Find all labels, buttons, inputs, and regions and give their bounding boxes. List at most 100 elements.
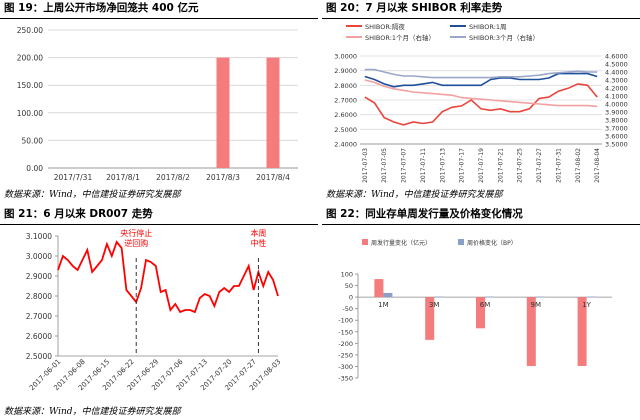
- y-tick-label: 0.00: [26, 164, 43, 173]
- source-note: 数据来源：Wind，中信建投证券研究发展部: [4, 407, 181, 417]
- bar: [383, 292, 393, 298]
- x-tick-label: 2017/8/1: [106, 173, 140, 182]
- source-note: 数据来源：Wind，中信建投证券研究发展部: [4, 190, 181, 200]
- panel-title: 图 20：7 月以来 SHIBOR 利率走势: [326, 2, 503, 14]
- bar-chart-open-market: 0.00 50.00 100.00 150.00 200.00 250.00 2017/7/…: [17, 26, 298, 182]
- bar: [476, 297, 485, 329]
- y-tick-label: 2.5000: [26, 352, 52, 361]
- y-tick-label: 2.6000: [26, 332, 52, 341]
- x-tick-label: 9M: [531, 301, 542, 309]
- y-tick-label-right: 3.5000: [605, 141, 628, 149]
- panel-fig21: 图 21：6 月以来 DR007 走势 2.5000 2.6000 2.7000 2.…: [0, 206, 318, 420]
- dr007-line: [57, 240, 279, 314]
- x-tick-label: 2017-07-31: [555, 148, 562, 183]
- y-tick-label-left: 3.0000: [334, 53, 357, 61]
- x-tick-label: 2017-07-13: [439, 148, 446, 183]
- line-chart-dr007: 2.5000 2.6000 2.7000 2.8000 2.9000 3.0000 3.10…: [26, 228, 283, 392]
- x-tick-label: 2017-08-02: [575, 148, 582, 183]
- x-tick-label: 2017-07-11: [420, 148, 427, 183]
- y-tick-label: 100.00: [17, 109, 43, 118]
- x-tick-label: 2017-07-19: [478, 148, 485, 183]
- source-note: 数据来源：Wind，中信建投证券研究发展部: [326, 190, 503, 200]
- y-tick-label-right: 4.2000: [605, 85, 628, 93]
- y-tick-label: 2.9000: [26, 272, 52, 281]
- title-divider: [322, 224, 640, 225]
- y-tick-label-right: 4.4000: [605, 69, 628, 77]
- y-tick-label: -350: [338, 375, 353, 383]
- bar: [266, 57, 280, 168]
- y-tick-label: -300: [338, 363, 353, 371]
- y-tick-label-left: 2.6000: [334, 111, 357, 119]
- legend-label: SHIBOR:1周: [469, 23, 507, 31]
- x-tick-label: 2017-07-07: [401, 148, 408, 183]
- series-line: [364, 68, 598, 79]
- x-tick-label: 2017-07-17: [459, 148, 466, 183]
- x-tick-label: 2017-07-05: [381, 148, 388, 183]
- y-tick-label: 150.00: [17, 81, 43, 90]
- legend-label: SHIBOR:1个月（右轴）: [365, 33, 435, 42]
- y-tick-label: 250.00: [17, 26, 43, 35]
- y-tick-label-right: 4.0000: [605, 101, 628, 109]
- y-tick-label-right: 4.6000: [605, 53, 628, 61]
- x-tick-label: 2017-07-03: [362, 148, 369, 183]
- y-tick-label: 200.00: [17, 54, 43, 63]
- y-tick-label: 50.00: [22, 136, 44, 145]
- x-tick-label: 2017/8/4: [256, 173, 290, 182]
- y-tick-label-left: 2.7000: [334, 97, 357, 105]
- x-tick-label: 1M: [378, 301, 389, 309]
- y-tick-label-right: 3.9000: [605, 109, 628, 117]
- line-chart-shibor: SHIBOR:隔夜 SHIBOR:1周 SHIBOR:1个月（右轴） SHIBOR:3…: [334, 22, 628, 183]
- bar: [535, 296, 545, 298]
- panel-fig19: 图 19：上周公开市场净回笼共 400 亿元 0.00 50.00 100.00 15…: [0, 0, 318, 205]
- bar: [216, 57, 230, 168]
- legend-label: SHIBOR:隔夜: [365, 22, 405, 31]
- panel-title: 图 22：同业存单周发行量及价格变化情况: [326, 208, 523, 220]
- y-tick-label-left: 2.9000: [334, 67, 357, 75]
- y-tick-label: 2.8000: [26, 292, 52, 301]
- bar: [374, 279, 384, 298]
- bar-chart-ncd: 周发行量变化（亿元） 周价格变化（BP） -350 -300 -250 -200 -150 -…: [338, 239, 612, 383]
- y-tick-label: 3.1000: [26, 232, 52, 241]
- legend-label: SHIBOR:3个月（右轴）: [469, 33, 539, 42]
- y-tick-label-left: 2.8000: [334, 82, 357, 90]
- y-tick-label-right: 4.3000: [605, 77, 628, 85]
- bar: [586, 296, 596, 298]
- series-line: [364, 83, 598, 126]
- y-tick-label: 0: [349, 294, 353, 302]
- y-tick-label-left: 2.4000: [334, 141, 357, 149]
- title-divider: [0, 18, 318, 19]
- x-tick-label: 3M: [429, 301, 440, 309]
- bar: [526, 297, 536, 366]
- legend-swatch: [362, 239, 368, 245]
- legend-label: 周价格变化（BP）: [467, 239, 517, 247]
- panel-fig22: 图 22：同业存单周发行量及价格变化情况 周发行量变化（亿元） 周价格变化（BP）…: [322, 206, 640, 420]
- panel-fig20: 图 20：7 月以来 SHIBOR 利率走势 SHIBOR:隔夜 SHIBOR:1…: [322, 0, 640, 205]
- y-tick-label: 3.0000: [26, 252, 52, 261]
- y-tick-label-right: 4.1000: [605, 93, 628, 101]
- x-tick-label: 2017-07-25: [517, 148, 524, 183]
- series-line: [364, 79, 598, 108]
- y-tick-label: -250: [338, 351, 353, 359]
- x-tick-label: 2017/7/31: [54, 173, 93, 182]
- panel-title: 图 19：上周公开市场净回笼共 400 亿元: [4, 2, 199, 14]
- y-tick-label-left: 2.5000: [334, 126, 357, 134]
- bar: [577, 297, 587, 366]
- x-tick-label: 2017-08-04: [594, 148, 601, 183]
- x-tick-label: 2017/8/2: [156, 173, 190, 182]
- annotation-label: 央行停止: [120, 228, 152, 238]
- x-tick-label: 1Y: [582, 301, 591, 309]
- bar: [434, 296, 444, 298]
- x-tick-label: 2017/8/3: [206, 173, 240, 182]
- x-tick-label: 2017-07-21: [497, 148, 504, 183]
- y-tick-label: 100: [341, 271, 353, 279]
- y-tick-label-right: 4.5000: [605, 61, 628, 69]
- panel-title: 图 21：6 月以来 DR007 走势: [4, 208, 153, 220]
- annotation-label: 逆回购: [124, 238, 148, 248]
- y-tick-label: -150: [338, 328, 353, 336]
- x-tick-label: 2017-07-27: [536, 148, 543, 183]
- y-tick-label: 50: [345, 282, 353, 290]
- annotation-label: 本周: [250, 228, 266, 238]
- y-tick-label: 2.7000: [26, 312, 52, 321]
- y-tick-label: -200: [338, 340, 353, 348]
- legend-swatch: [458, 239, 464, 245]
